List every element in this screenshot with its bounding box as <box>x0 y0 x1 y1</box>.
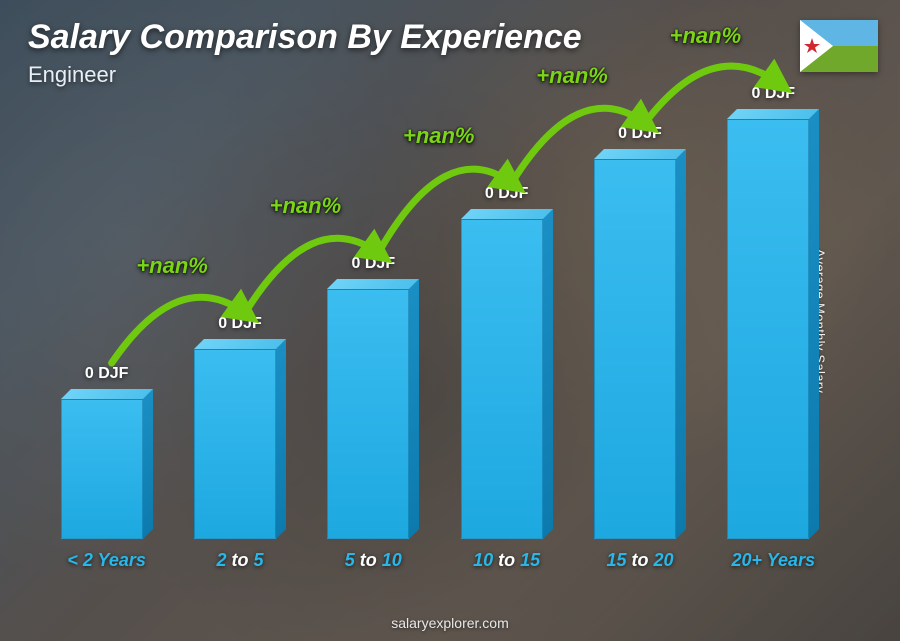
chart-title: Salary Comparison By Experience <box>28 18 582 57</box>
increase-label-2: +nan% <box>403 123 475 149</box>
increase-label-1: +nan% <box>270 193 342 219</box>
increase-label-4: +nan% <box>670 23 742 49</box>
bar-value-label: 0 DJF <box>713 85 833 103</box>
infographic-stage: Salary Comparison By Experience Engineer… <box>0 0 900 641</box>
bar-top <box>727 109 819 119</box>
djibouti-flag-icon <box>800 20 878 72</box>
footer-attribution: salaryexplorer.com <box>0 615 900 631</box>
increase-label-0: +nan% <box>136 253 208 279</box>
chart-subtitle: Engineer <box>28 62 116 88</box>
bar-chart: 0 DJF0 DJF0 DJF0 DJF0 DJF0 DJF < 2 Years… <box>40 120 840 571</box>
increase-label-3: +nan% <box>536 63 608 89</box>
increase-labels: +nan%+nan%+nan%+nan%+nan% <box>40 120 840 571</box>
